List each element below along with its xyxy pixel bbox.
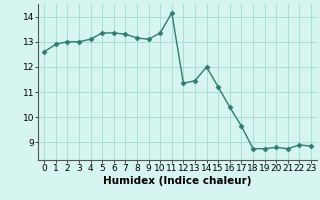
X-axis label: Humidex (Indice chaleur): Humidex (Indice chaleur) bbox=[103, 176, 252, 186]
